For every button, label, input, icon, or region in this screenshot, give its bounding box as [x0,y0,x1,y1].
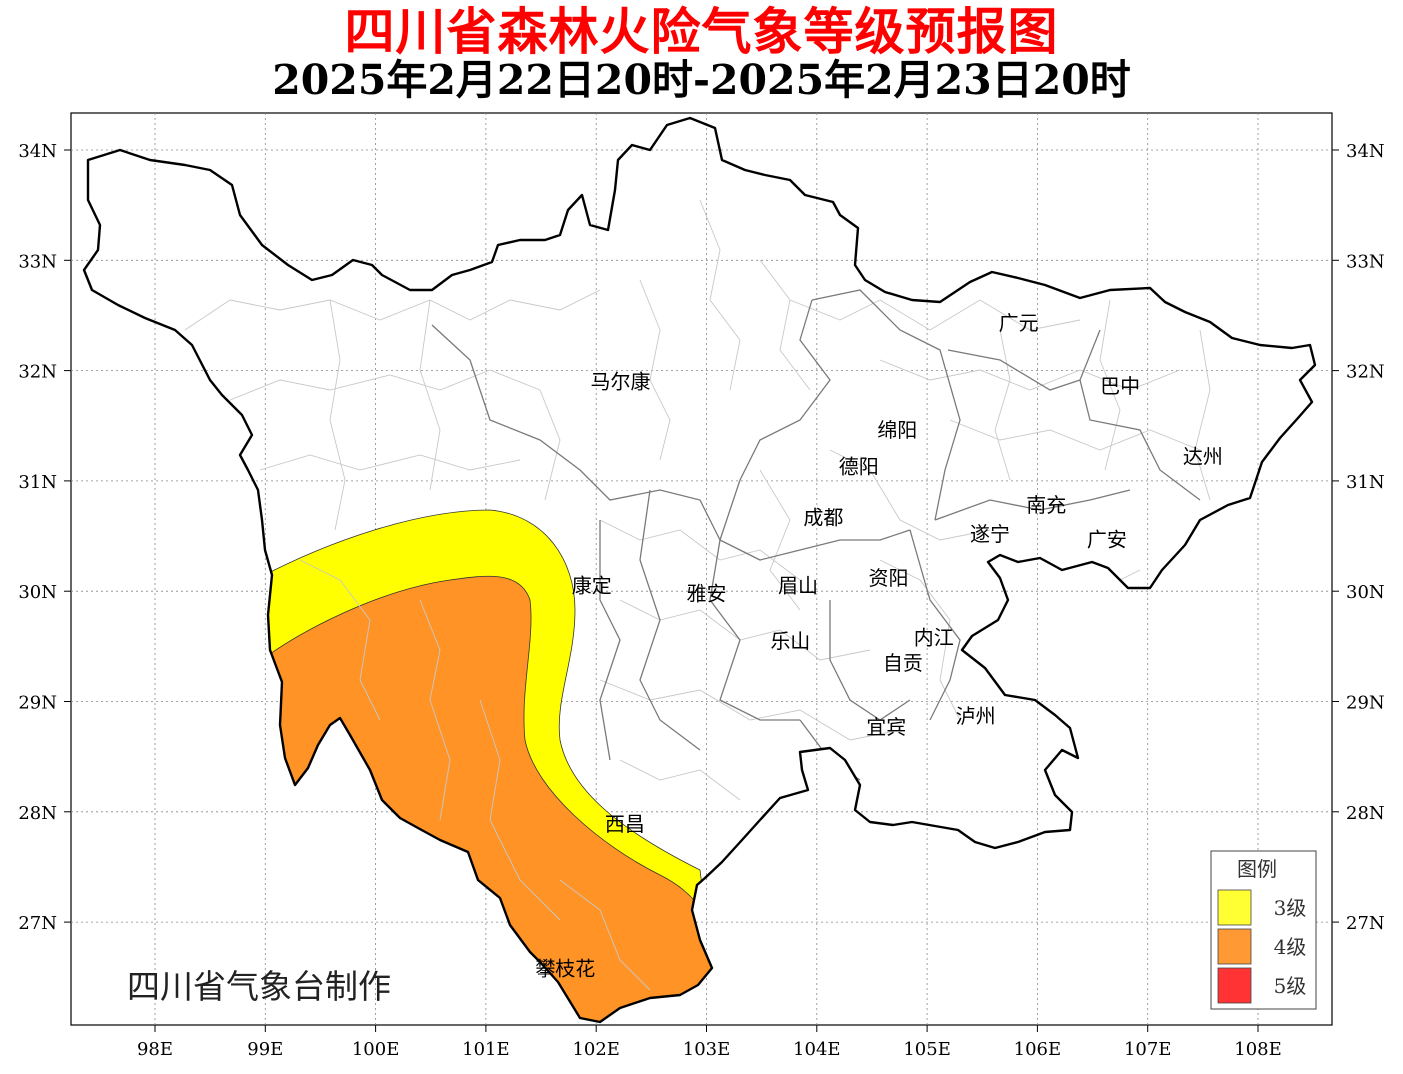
legend: 图例 3级 4级 5级 [1210,850,1317,1010]
y-tick-label-left: 28N [18,803,57,824]
city-label: 巴中 [1100,374,1140,398]
city-label: 乐山 [770,629,810,653]
legend-swatch-level-3 [1217,889,1252,926]
y-tick-label-right: 34N [1346,141,1385,162]
legend-label-level-5: 5级 [1274,974,1307,998]
city-label: 宜宾 [866,715,906,739]
legend-swatch-level-4 [1217,928,1252,965]
axis-tick-labels: 98E 99E 100E 101E 102E 103E 104E 105E 106E 107E 10… [18,141,1384,1060]
y-tick-label-left: 32N [18,362,57,383]
city-label: 广安 [1087,527,1127,551]
city-label: 广元 [999,311,1039,335]
y-tick-label-left: 29N [18,693,57,714]
x-tick-label: 107E [1124,1039,1172,1060]
y-tick-label-right: 32N [1346,362,1385,383]
x-tick-label: 102E [572,1039,620,1060]
legend-swatch-level-5 [1217,967,1252,1004]
y-tick-label-right: 27N [1346,913,1385,934]
x-tick-label: 108E [1234,1039,1282,1060]
city-label: 自贡 [883,651,923,675]
city-label: 成都 [803,505,843,529]
map-title: 四川省森林火险气象等级预报图 [344,2,1059,61]
city-label: 绵阳 [877,418,917,442]
city-label: 遂宁 [970,522,1010,546]
graticule [71,113,1332,1025]
city-label: 雅安 [687,581,727,605]
plot-frame [70,112,1333,1026]
x-tick-label: 105E [903,1039,951,1060]
city-label: 南充 [1026,493,1066,517]
legend-label-level-3: 3级 [1274,896,1307,920]
y-tick-label-left: 31N [18,472,57,493]
city-label: 康定 [572,574,612,598]
city-label: 攀枝花 [535,956,595,980]
city-label: 泸州 [956,704,996,728]
x-tick-label: 99E [247,1039,283,1060]
prefecture-boundaries [431,289,1201,781]
city-label: 达州 [1183,445,1223,469]
map-subtitle: 2025年2月22日20时-2025年2月23日20时 [272,56,1131,104]
y-tick-label-right: 30N [1346,582,1385,603]
x-tick-label: 106E [1014,1039,1062,1060]
x-tick-label: 101E [462,1039,510,1060]
y-tick-label-right: 29N [1346,693,1385,714]
city-label: 眉山 [778,574,818,598]
x-tick-label: 104E [793,1039,841,1060]
y-tick-label-left: 30N [18,582,57,603]
y-tick-label-left: 33N [18,251,57,272]
y-tick-label-left: 34N [18,141,57,162]
city-label: 西昌 [605,812,645,836]
x-tick-label: 98E [137,1039,173,1060]
x-tick-label: 103E [683,1039,731,1060]
city-label: 马尔康 [590,370,650,394]
legend-label-level-4: 4级 [1274,935,1307,959]
producer-credit: 四川省气象台制作 [127,967,391,1006]
sichuan-province-outline [82,116,1317,1024]
x-tick-label: 100E [352,1039,400,1060]
y-tick-label-right: 33N [1346,251,1385,272]
y-tick-label-right: 31N [1346,472,1385,493]
axis-ticks [64,149,1339,1032]
city-label: 内江 [914,626,954,650]
y-tick-label-left: 27N [18,913,57,934]
y-tick-label-right: 28N [1346,803,1385,824]
city-label: 德阳 [839,455,879,479]
city-label: 资阳 [868,566,908,590]
legend-title: 图例 [1237,857,1277,881]
